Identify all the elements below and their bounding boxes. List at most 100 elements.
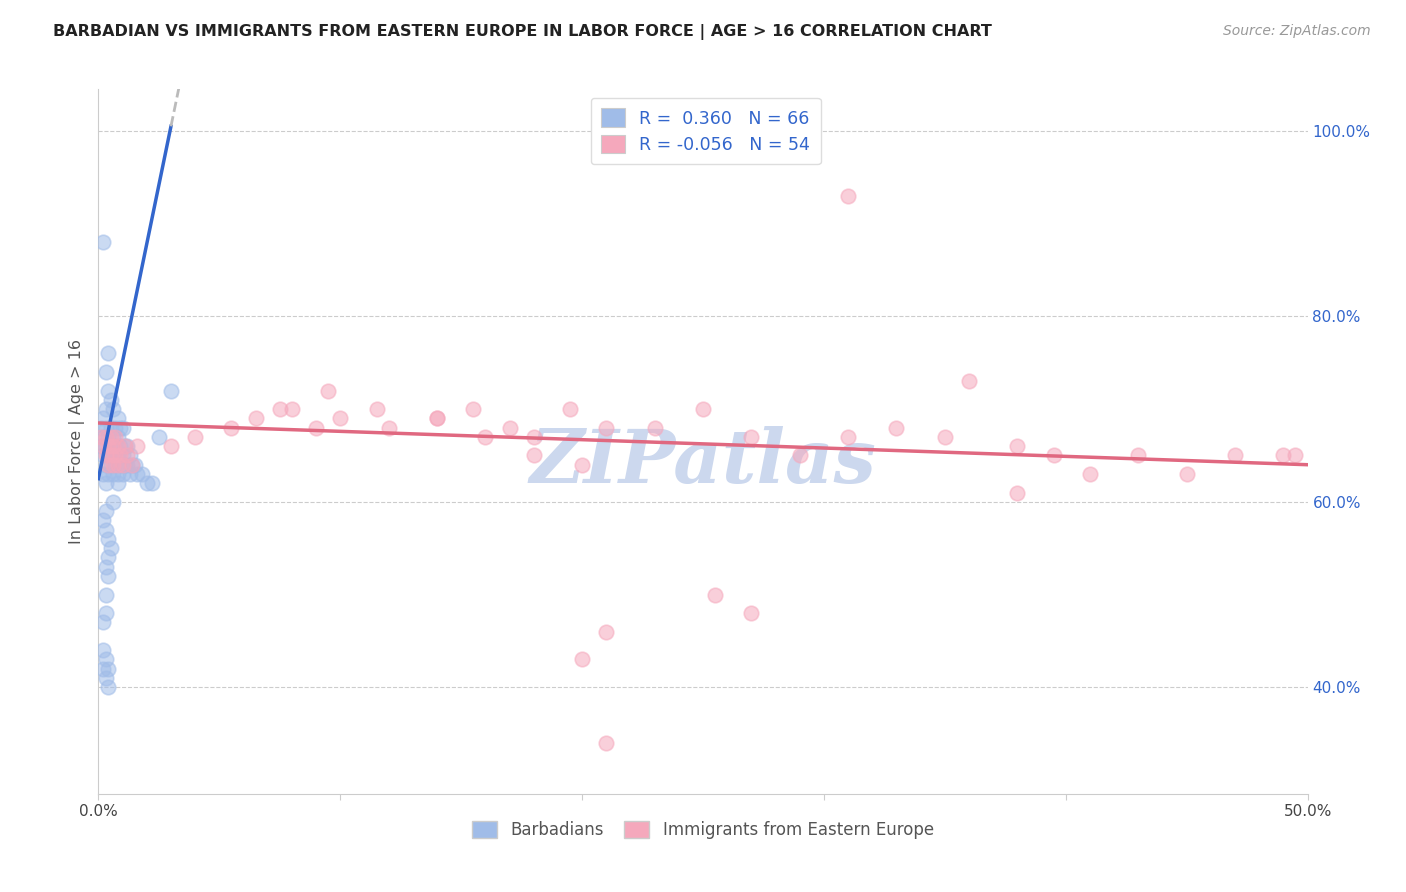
- Point: [101, 458, 124, 472]
- Point: [101, 439, 124, 453]
- Point: [94, 365, 117, 379]
- Point: [94, 523, 117, 537]
- Point: [426, 411, 449, 425]
- Point: [91, 430, 114, 444]
- Point: [571, 458, 593, 472]
- Point: [108, 439, 131, 453]
- Point: [104, 439, 127, 453]
- Point: [91, 467, 114, 481]
- Point: [111, 458, 134, 472]
- Point: [91, 513, 114, 527]
- Point: [316, 384, 339, 398]
- Point: [104, 430, 127, 444]
- Point: [100, 541, 122, 556]
- Point: [107, 476, 129, 491]
- Point: [91, 449, 114, 463]
- Point: [837, 430, 859, 444]
- Point: [148, 430, 170, 444]
- Point: [117, 458, 139, 472]
- Point: [101, 430, 124, 444]
- Point: [104, 449, 127, 463]
- Point: [886, 420, 908, 434]
- Point: [131, 467, 153, 481]
- Point: [1078, 467, 1101, 481]
- Point: [160, 384, 183, 398]
- Point: [101, 449, 124, 463]
- Point: [94, 402, 117, 417]
- Point: [108, 458, 131, 472]
- Point: [104, 458, 127, 472]
- Point: [101, 402, 124, 417]
- Point: [1223, 449, 1246, 463]
- Point: [595, 624, 617, 639]
- Point: [644, 420, 666, 434]
- Point: [91, 411, 114, 425]
- Point: [107, 439, 129, 453]
- Point: [100, 392, 122, 407]
- Y-axis label: In Labor Force | Age > 16: In Labor Force | Age > 16: [69, 339, 86, 544]
- Point: [97, 384, 120, 398]
- Point: [934, 430, 956, 444]
- Point: [1128, 449, 1150, 463]
- Point: [107, 458, 129, 472]
- Point: [114, 458, 136, 472]
- Point: [97, 550, 120, 565]
- Point: [523, 449, 546, 463]
- Point: [91, 643, 114, 657]
- Point: [740, 430, 762, 444]
- Text: Source: ZipAtlas.com: Source: ZipAtlas.com: [1223, 24, 1371, 38]
- Point: [127, 439, 149, 453]
- Point: [94, 606, 117, 620]
- Point: [558, 402, 581, 417]
- Point: [91, 235, 114, 250]
- Point: [97, 569, 120, 583]
- Text: BARBADIAN VS IMMIGRANTS FROM EASTERN EUROPE IN LABOR FORCE | AGE > 16 CORRELATIO: BARBADIAN VS IMMIGRANTS FROM EASTERN EUR…: [53, 24, 993, 40]
- Point: [118, 449, 141, 463]
- Point: [1042, 449, 1064, 463]
- Point: [114, 439, 136, 453]
- Point: [90, 430, 112, 444]
- Point: [97, 439, 120, 453]
- Point: [957, 374, 980, 388]
- Point: [118, 467, 141, 481]
- Point: [100, 430, 122, 444]
- Point: [94, 559, 117, 574]
- Point: [97, 430, 120, 444]
- Point: [124, 458, 146, 472]
- Point: [107, 411, 129, 425]
- Point: [97, 662, 120, 676]
- Point: [281, 402, 304, 417]
- Point: [111, 420, 134, 434]
- Point: [94, 430, 117, 444]
- Point: [90, 420, 112, 434]
- Point: [704, 588, 727, 602]
- Point: [141, 476, 163, 491]
- Point: [107, 449, 129, 463]
- Point: [94, 671, 117, 685]
- Point: [366, 402, 388, 417]
- Point: [111, 449, 134, 463]
- Point: [117, 449, 139, 463]
- Point: [184, 430, 207, 444]
- Point: [97, 680, 120, 694]
- Point: [117, 439, 139, 453]
- Point: [789, 449, 811, 463]
- Point: [111, 458, 134, 472]
- Text: ZIPatlas: ZIPatlas: [530, 426, 876, 499]
- Point: [595, 420, 617, 434]
- Point: [94, 420, 117, 434]
- Point: [160, 439, 183, 453]
- Point: [305, 420, 328, 434]
- Legend: Barbadians, Immigrants from Eastern Europe: Barbadians, Immigrants from Eastern Euro…: [465, 814, 941, 846]
- Point: [107, 430, 129, 444]
- Point: [1284, 449, 1306, 463]
- Point: [135, 476, 157, 491]
- Point: [1175, 467, 1198, 481]
- Point: [571, 652, 593, 666]
- Point: [837, 189, 859, 203]
- Point: [100, 458, 122, 472]
- Point: [101, 495, 124, 509]
- Point: [740, 606, 762, 620]
- Point: [91, 662, 114, 676]
- Point: [94, 588, 117, 602]
